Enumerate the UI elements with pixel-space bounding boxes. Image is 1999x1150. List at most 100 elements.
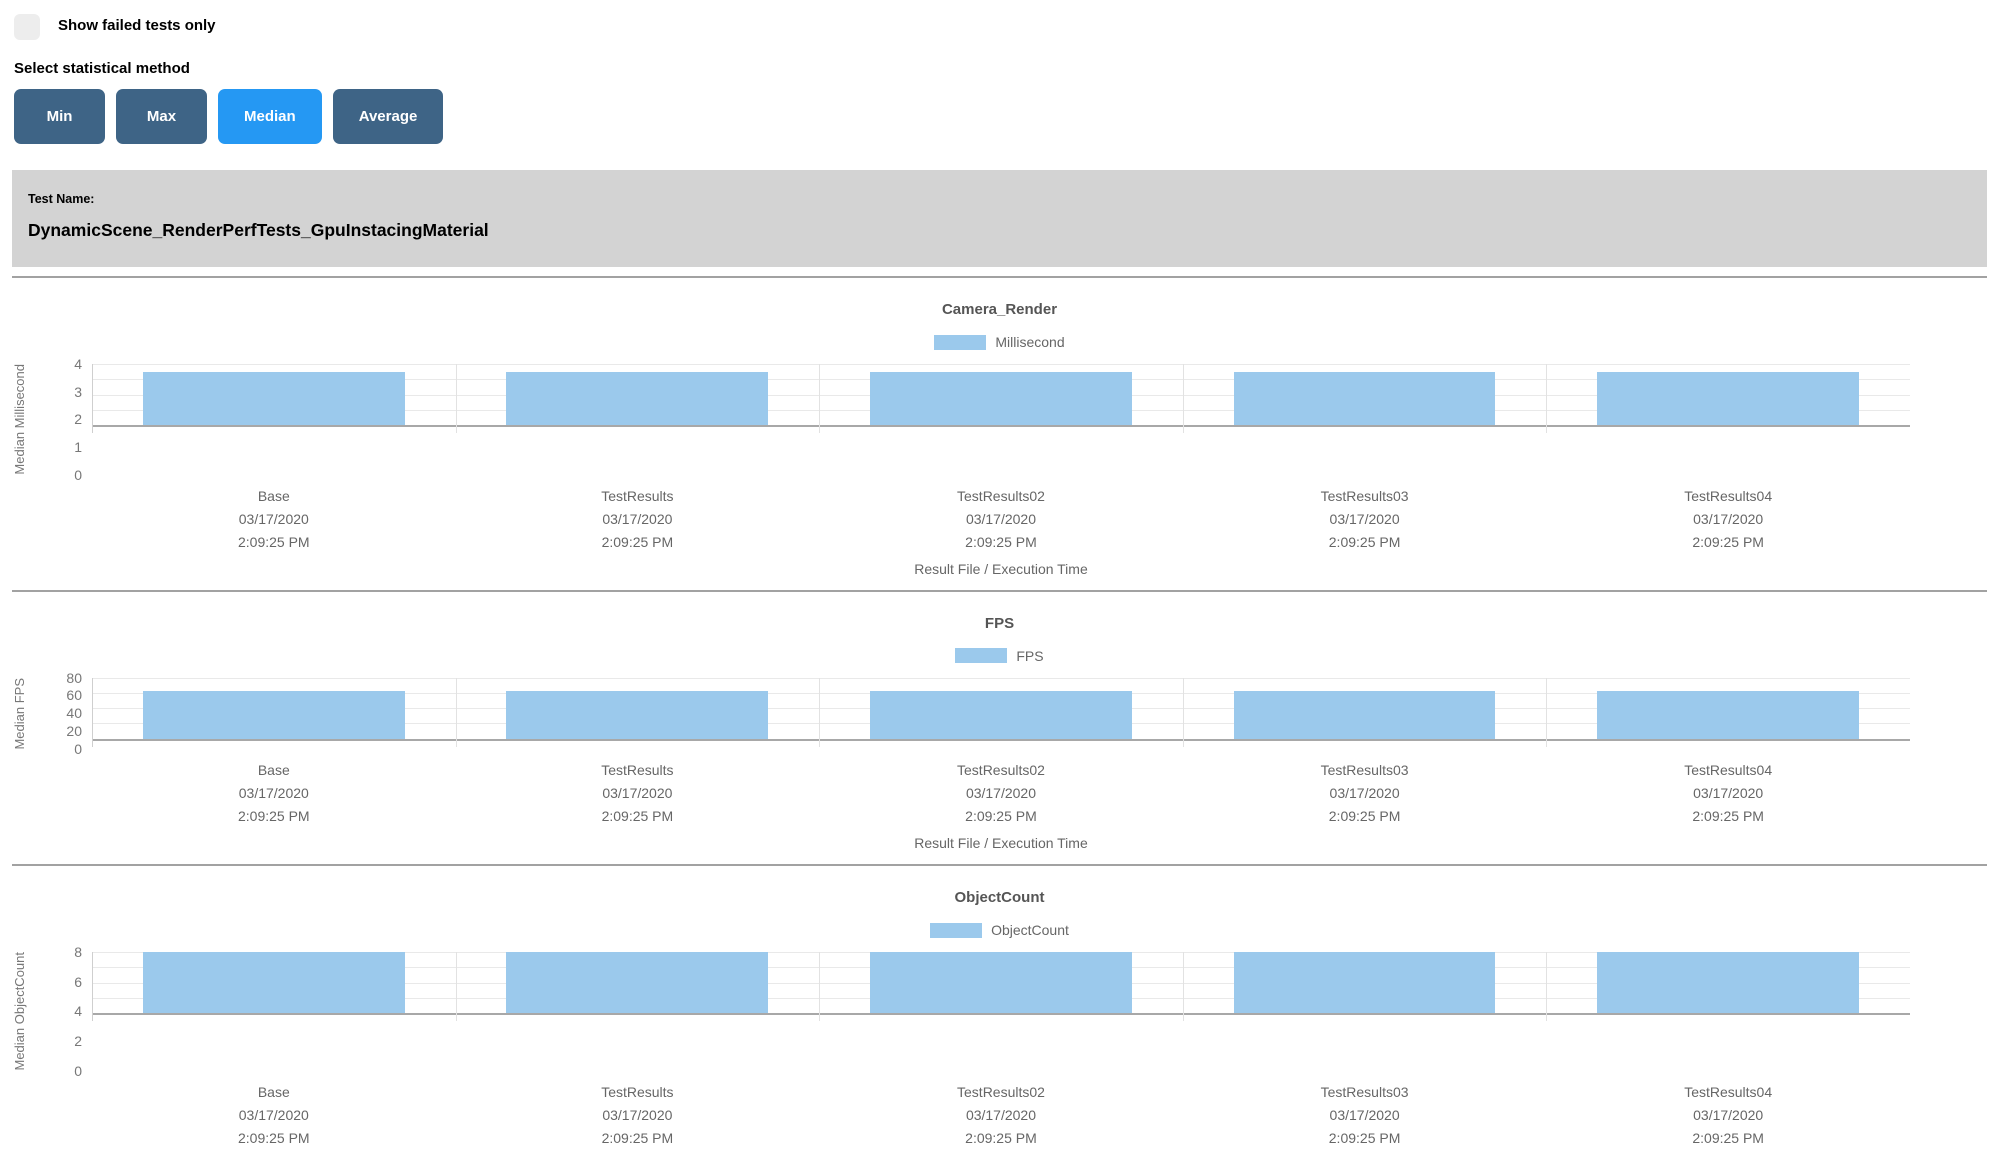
chart-fps: FPS FPS Median FPS 80 60 40 20 0 Base 03/17/2020 2… — [12, 615, 1987, 867]
x-label: TestResults02 03/17/2020 2:09:25 PM — [819, 759, 1183, 828]
show-failed-label: Show failed tests only — [58, 17, 216, 34]
y-axis-title: Median FPS — [12, 677, 27, 750]
legend: Millisecond — [12, 334, 1987, 350]
x-label: TestResults04 03/17/2020 2:09:25 PM — [1546, 1081, 1910, 1150]
x-label-date: 03/17/2020 — [1693, 510, 1764, 527]
y-tick-label: 0 — [74, 1062, 82, 1079]
legend-swatch-icon — [930, 922, 983, 938]
x-label: Base 03/17/2020 2:09:25 PM — [92, 1081, 456, 1150]
x-label: TestResults 03/17/2020 2:09:25 PM — [456, 485, 820, 554]
category-separator — [819, 677, 821, 747]
x-label-name: TestResults02 — [957, 487, 1045, 504]
x-label-name: Base — [257, 762, 290, 779]
x-label-date: 03/17/2020 — [1329, 1106, 1400, 1123]
legend-item[interactable]: ObjectCount — [930, 922, 1069, 938]
plot-area — [92, 952, 1910, 1022]
x-label-time: 2:09:25 PM — [965, 533, 1037, 550]
chart-title: FPS — [984, 614, 1015, 632]
bar-slot — [456, 364, 820, 425]
section-divider — [12, 589, 1987, 592]
x-label-time: 2:09:25 PM — [1328, 1129, 1401, 1146]
y-tick-label: 8 — [74, 944, 82, 961]
y-tick-label: 2 — [74, 1032, 82, 1049]
bars — [92, 952, 1910, 1014]
bar — [1233, 952, 1496, 1014]
select-method-label: Select statistical method — [14, 60, 190, 77]
x-label-name: TestResults — [601, 1083, 674, 1100]
y-axis-title: Median ObjectCount — [12, 952, 27, 1071]
legend-item[interactable]: Millisecond — [934, 334, 1065, 350]
charts: Camera_Render Millisecond Median Milliseco… — [12, 301, 1987, 1150]
x-label-date: 03/17/2020 — [965, 1106, 1037, 1123]
y-ticks: 8 6 4 2 0 — [46, 945, 92, 1078]
bar-slot — [456, 678, 820, 739]
y-tick-label: 4 — [74, 356, 82, 372]
gridline — [92, 364, 1910, 365]
x-label-time: 2:09:25 PM — [1692, 533, 1764, 550]
category-separator — [455, 364, 457, 433]
bar — [142, 372, 405, 425]
chart-camera_render: Camera_Render Millisecond Median Milliseco… — [12, 301, 1987, 592]
legend-label: ObjectCount — [991, 922, 1069, 939]
bar-slot — [819, 364, 1183, 425]
y-tick-label: 0 — [74, 741, 82, 758]
legend-item[interactable]: FPS — [955, 648, 1044, 664]
bar — [1597, 691, 1860, 739]
x-label-name: TestResults04 — [1684, 1083, 1773, 1100]
x-label-date: 03/17/2020 — [965, 785, 1037, 802]
x-label-date: 03/17/2020 — [602, 510, 673, 527]
bar — [870, 952, 1132, 1014]
bar-slot — [1546, 678, 1910, 739]
plot-area — [92, 677, 1910, 747]
legend-swatch-icon — [934, 334, 987, 350]
x-label-date: 03/17/2020 — [1329, 510, 1400, 527]
statistical-method-buttons: Min Max Median Average — [14, 89, 1987, 144]
bar — [506, 691, 769, 739]
y-tick-label: 40 — [66, 705, 82, 722]
x-label-date: 03/17/2020 — [238, 1106, 309, 1123]
category-separator — [1546, 677, 1548, 747]
max-button[interactable]: Max — [116, 89, 207, 144]
average-button[interactable]: Average — [332, 89, 444, 144]
x-label: TestResults02 03/17/2020 2:09:25 PM — [819, 1081, 1183, 1150]
bar — [1597, 952, 1860, 1014]
bar-slot — [1546, 952, 1910, 1014]
x-label: TestResults 03/17/2020 2:09:25 PM — [456, 1081, 820, 1150]
gridline — [92, 425, 1910, 427]
plot-row: Median FPS 80 60 40 20 0 — [12, 671, 1987, 756]
x-label-name: TestResults03 — [1320, 487, 1409, 504]
bar — [1597, 372, 1860, 425]
bar-slot — [819, 678, 1183, 739]
x-label-date: 03/17/2020 — [965, 510, 1037, 527]
x-label: Base 03/17/2020 2:09:25 PM — [92, 485, 456, 554]
x-label-name: TestResults03 — [1320, 1083, 1409, 1100]
x-label-time: 2:09:25 PM — [601, 808, 674, 825]
x-label-date: 03/17/2020 — [1693, 1106, 1764, 1123]
x-labels: Base 03/17/2020 2:09:25 PM TestResults 03/17… — [92, 1081, 1910, 1150]
show-failed-checkbox[interactable] — [14, 14, 40, 40]
bar-slot — [92, 678, 456, 739]
x-label: TestResults03 03/17/2020 2:09:25 PM — [1183, 759, 1547, 828]
bar-slot — [92, 952, 456, 1014]
x-label: Base 03/17/2020 2:09:25 PM — [92, 759, 456, 828]
x-label-name: TestResults02 — [957, 762, 1045, 779]
category-separator — [1182, 952, 1184, 1022]
x-label-name: TestResults — [601, 762, 674, 779]
category-separator — [92, 677, 93, 747]
x-label-name: TestResults02 — [957, 1083, 1045, 1100]
category-separator — [819, 364, 821, 433]
bar — [506, 952, 769, 1014]
bar-slot — [1546, 364, 1910, 425]
x-label-time: 2:09:25 PM — [965, 1129, 1037, 1146]
x-label-time: 2:09:25 PM — [1692, 808, 1764, 825]
x-label-name: TestResults04 — [1684, 762, 1773, 779]
category-separator — [1546, 364, 1548, 433]
chart-title: ObjectCount — [954, 889, 1045, 907]
bar-slot — [1183, 678, 1547, 739]
min-button[interactable]: Min — [14, 89, 105, 144]
y-tick-label: 2 — [74, 411, 82, 428]
x-label-time: 2:09:25 PM — [965, 808, 1037, 825]
gridline — [92, 1013, 1910, 1016]
median-button[interactable]: Median — [218, 89, 322, 144]
